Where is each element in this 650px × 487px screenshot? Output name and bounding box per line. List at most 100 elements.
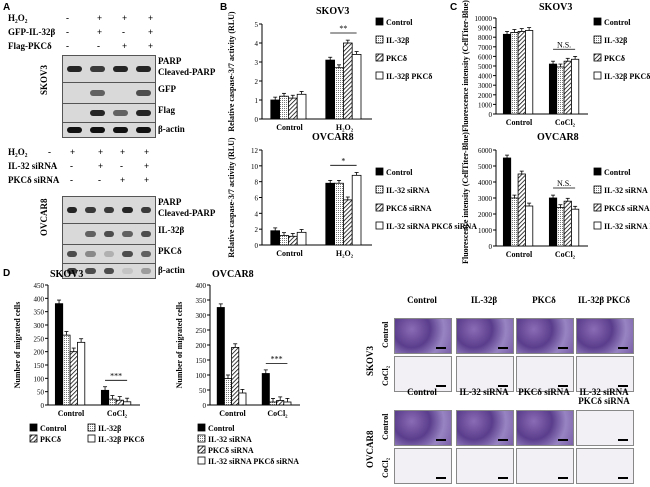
D-left-legend-label: Control (40, 424, 67, 433)
top-treatment-mark: - (122, 27, 125, 37)
C-top-ytick-label: 2000 (478, 92, 493, 100)
D-left-ytick-label: 250 (34, 335, 45, 343)
skov3-micro-scalebar (618, 385, 628, 387)
bottom-treatment-mark: - (98, 175, 101, 185)
C-top-ytick-label: 5000 (478, 63, 493, 71)
skov3-blot-3 (62, 122, 156, 138)
B-top-bar (342, 42, 353, 120)
D-mid-bar (223, 378, 232, 406)
skov3-band-label: Cleaved-PARP (158, 67, 216, 77)
ovcar8-micro-scalebar (618, 439, 628, 441)
C-bottom-legend-label: PKCδ siRNA (604, 204, 650, 213)
B-top-legend-swatch (375, 17, 384, 26)
D-mid-legend-swatch (197, 456, 206, 465)
D-left-legend-label: IL-32β (98, 424, 121, 433)
B-bottom-bar (296, 231, 307, 246)
top-treatment-mark: + (97, 27, 103, 37)
skov3-micro-col-label: Control (407, 295, 437, 305)
D-mid-ytick-label: 300 (196, 312, 207, 320)
B-top-ytick-label: 2 (255, 78, 259, 86)
C-top-legend-label: IL-32β (604, 36, 627, 45)
D-mid-ytick-label: 150 (196, 357, 207, 365)
D-left-legend-swatch (87, 434, 96, 443)
skov3-band-label: Flag (158, 105, 175, 115)
D-left-ytick-label: 0 (41, 402, 45, 410)
B-top-bar (287, 97, 298, 120)
top-treatment-mark: - (66, 27, 69, 37)
D-left-bar (69, 351, 78, 406)
D-left-ytick-label: 200 (34, 349, 45, 357)
C-top-bar (548, 63, 558, 115)
C-bottom-ytick-label: 5000 (478, 163, 493, 171)
ovcar8-micro-scalebar (498, 477, 508, 479)
bottom-treatment-mark: + (98, 147, 104, 157)
C-top-sig-label: N.S. (557, 40, 571, 49)
B-top-legend-swatch (375, 71, 384, 80)
C-top-ylabel: Fluorescence intensity (CellTiter-Blue) (461, 0, 470, 132)
B-bottom-legend-swatch (375, 185, 384, 194)
C-top-ytick-label: 3000 (478, 82, 493, 90)
D-mid-bar (268, 401, 277, 406)
band (122, 268, 133, 274)
ovcar8-micro-col-label: IL-32 siRNA (459, 387, 509, 397)
D-mid-sig-label: *** (271, 355, 283, 364)
D-mid-ytick-label: 200 (196, 342, 207, 350)
C-top-legend-swatch (593, 71, 602, 80)
B-top-xtick-label: Control (276, 123, 303, 132)
D-mid-bar (216, 307, 225, 406)
top-treatment-label: Flag-PKCδ (8, 41, 52, 51)
C-bottom-bar (525, 205, 534, 247)
D-mid-legend-label: IL-32 siRNA PKCδ siRNA (208, 457, 299, 466)
top-treatment-label: H₂O₂ (8, 13, 28, 23)
C-top-title: SKOV3 (539, 2, 572, 13)
D-mid-bar (238, 392, 247, 406)
ovcar8-micro-scalebar (436, 477, 446, 479)
D-left-legend-swatch (29, 423, 38, 432)
band (113, 110, 128, 116)
band (85, 207, 96, 213)
D-mid-ytick-label: 50 (199, 387, 207, 395)
B-bottom-legend-label: IL-32 siRNA PKCδ siRNA (386, 222, 477, 231)
C-bottom-bar (548, 197, 558, 247)
D-left-legend-label: PKCδ (40, 435, 61, 444)
bottom-treatment-mark: + (144, 161, 150, 171)
top-treatment-mark: - (97, 41, 100, 51)
bottom-treatment-mark: - (48, 161, 51, 171)
C-top-legend-swatch (593, 35, 602, 44)
C-bottom-xtick-label: CoCl₂ (555, 250, 576, 259)
band (140, 251, 151, 257)
D-mid-xtick-label: Control (219, 409, 246, 418)
C-bottom-xtick-label: Control (506, 250, 533, 259)
D-left-legend-swatch (87, 423, 96, 432)
ovcar8-micro-micrograph (456, 448, 514, 484)
C-top-bar (563, 60, 572, 115)
panel-letter-a: A (3, 2, 11, 13)
B-bottom-bar (279, 235, 289, 246)
B-bottom-legend-label: Control (386, 168, 413, 177)
C-top-legend-swatch (593, 53, 602, 62)
bottom-treatment-mark: - (70, 175, 73, 185)
band (140, 268, 151, 274)
B-top-legend-label: IL-32β PKCδ (386, 72, 432, 81)
skov3-micro-scalebar (618, 347, 628, 349)
C-bottom-bar (563, 200, 572, 247)
top-treatment-mark: - (66, 41, 69, 51)
ovcar8-micro-cell-label: OVCAR8 (365, 430, 375, 469)
D-left-ytick-label: 100 (34, 375, 45, 383)
D-mid-legend-label: Control (208, 424, 235, 433)
B-top-bar (325, 59, 335, 120)
C-top-ytick-label: 4000 (478, 73, 493, 81)
C-top-bar (571, 58, 580, 115)
panel-letter-b: B (220, 2, 228, 13)
B-bottom-legend-swatch (375, 167, 384, 176)
skov3-micro-col-label: PKCδ (532, 295, 556, 305)
C-bottom-legend-label: Control (604, 168, 631, 177)
D-mid-legend-label: IL-32 siRNA (208, 435, 252, 444)
band (90, 66, 105, 72)
B-top-ylabel: Relative caspase-3/7 activity (RLU) (227, 11, 236, 132)
C-top-bar (556, 66, 565, 115)
ovcar8-micro-row-label: Control (381, 413, 390, 440)
band (85, 231, 96, 237)
band (90, 110, 105, 116)
band (122, 251, 133, 257)
